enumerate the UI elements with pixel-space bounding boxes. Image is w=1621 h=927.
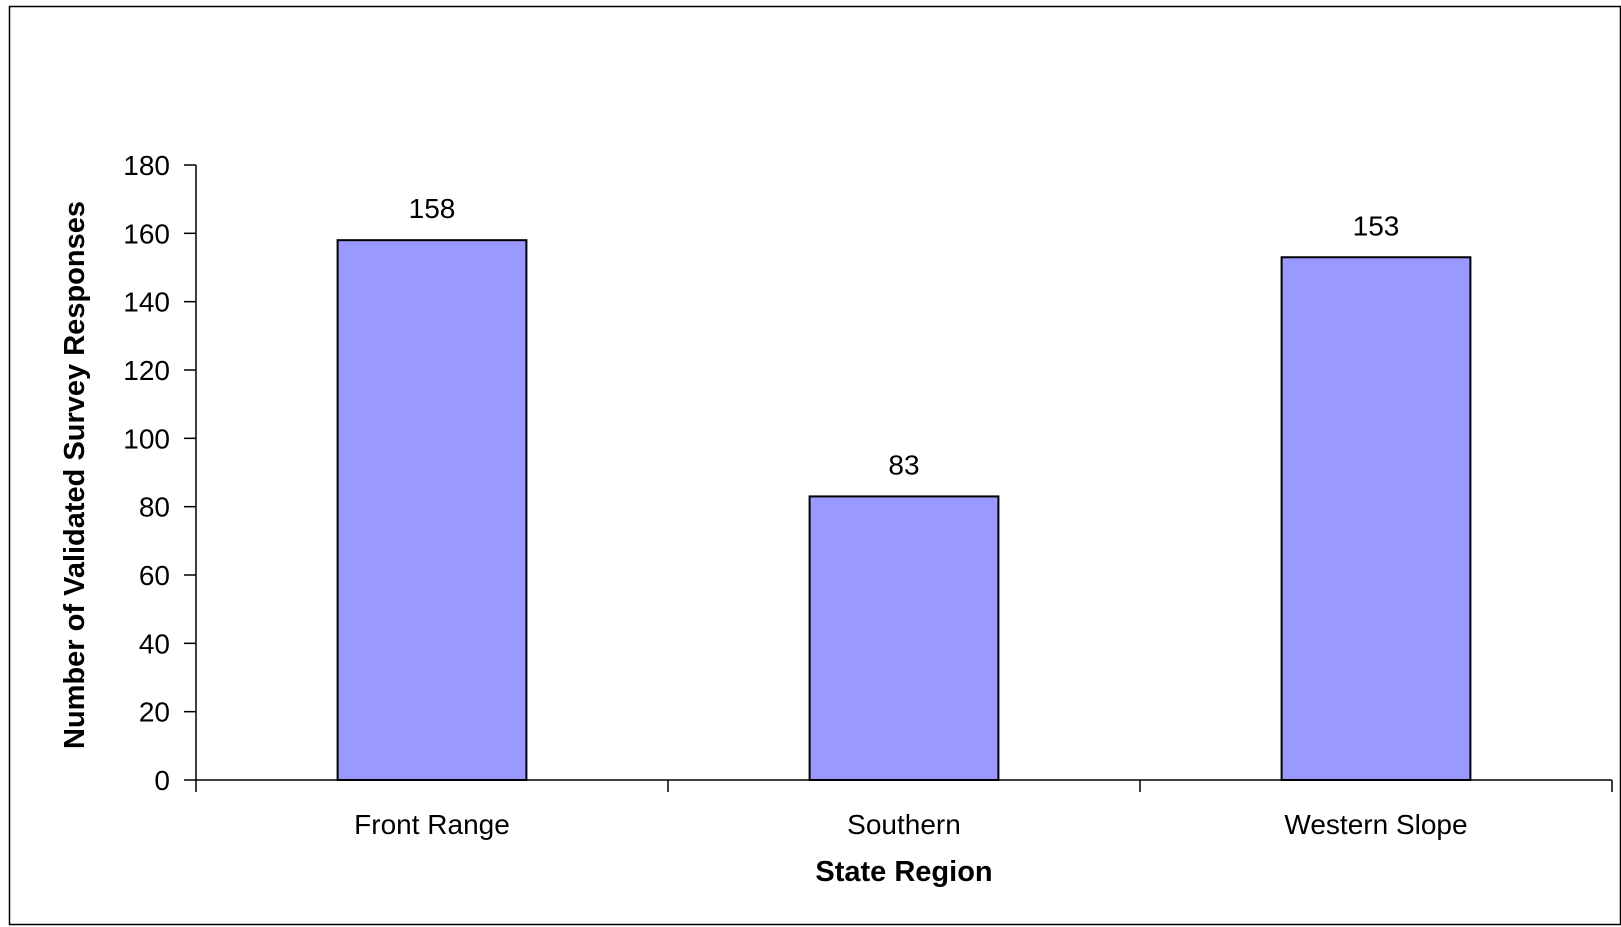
y-axis-title: Number of Validated Survey Responses: [59, 201, 91, 749]
bar-southern: [808, 495, 1000, 781]
data-label: 83: [888, 449, 919, 480]
y-tick-label: 140: [123, 287, 170, 318]
data-label: 153: [1353, 210, 1400, 241]
bars: [336, 239, 1472, 781]
y-tick-label: 20: [139, 697, 170, 728]
y-tick-label: 60: [139, 560, 170, 591]
y-tick-label: 0: [154, 765, 170, 796]
y-tick-label: 80: [139, 492, 170, 523]
x-axis-title: State Region: [815, 856, 992, 888]
category-labels: Front Range Southern Western Slope: [354, 809, 1467, 840]
bar-western-slope: [1280, 256, 1472, 781]
data-label: 158: [409, 193, 456, 224]
y-tick-label: 160: [123, 218, 170, 249]
y-tick-label: 120: [123, 355, 170, 386]
y-axis-ticks: 0 20 40 60 80 100 120 140 160 180: [123, 150, 196, 796]
bar-front-range: [336, 239, 528, 781]
y-tick-label: 40: [139, 628, 170, 659]
x-category-label: Southern: [847, 809, 961, 840]
x-category-label: Front Range: [354, 809, 510, 840]
y-tick-label: 100: [123, 423, 170, 454]
x-axis-ticks: [195, 780, 1613, 792]
x-category-label: Western Slope: [1284, 809, 1467, 840]
data-labels: 158 83 153: [409, 193, 1400, 480]
y-tick-label: 180: [123, 150, 170, 181]
